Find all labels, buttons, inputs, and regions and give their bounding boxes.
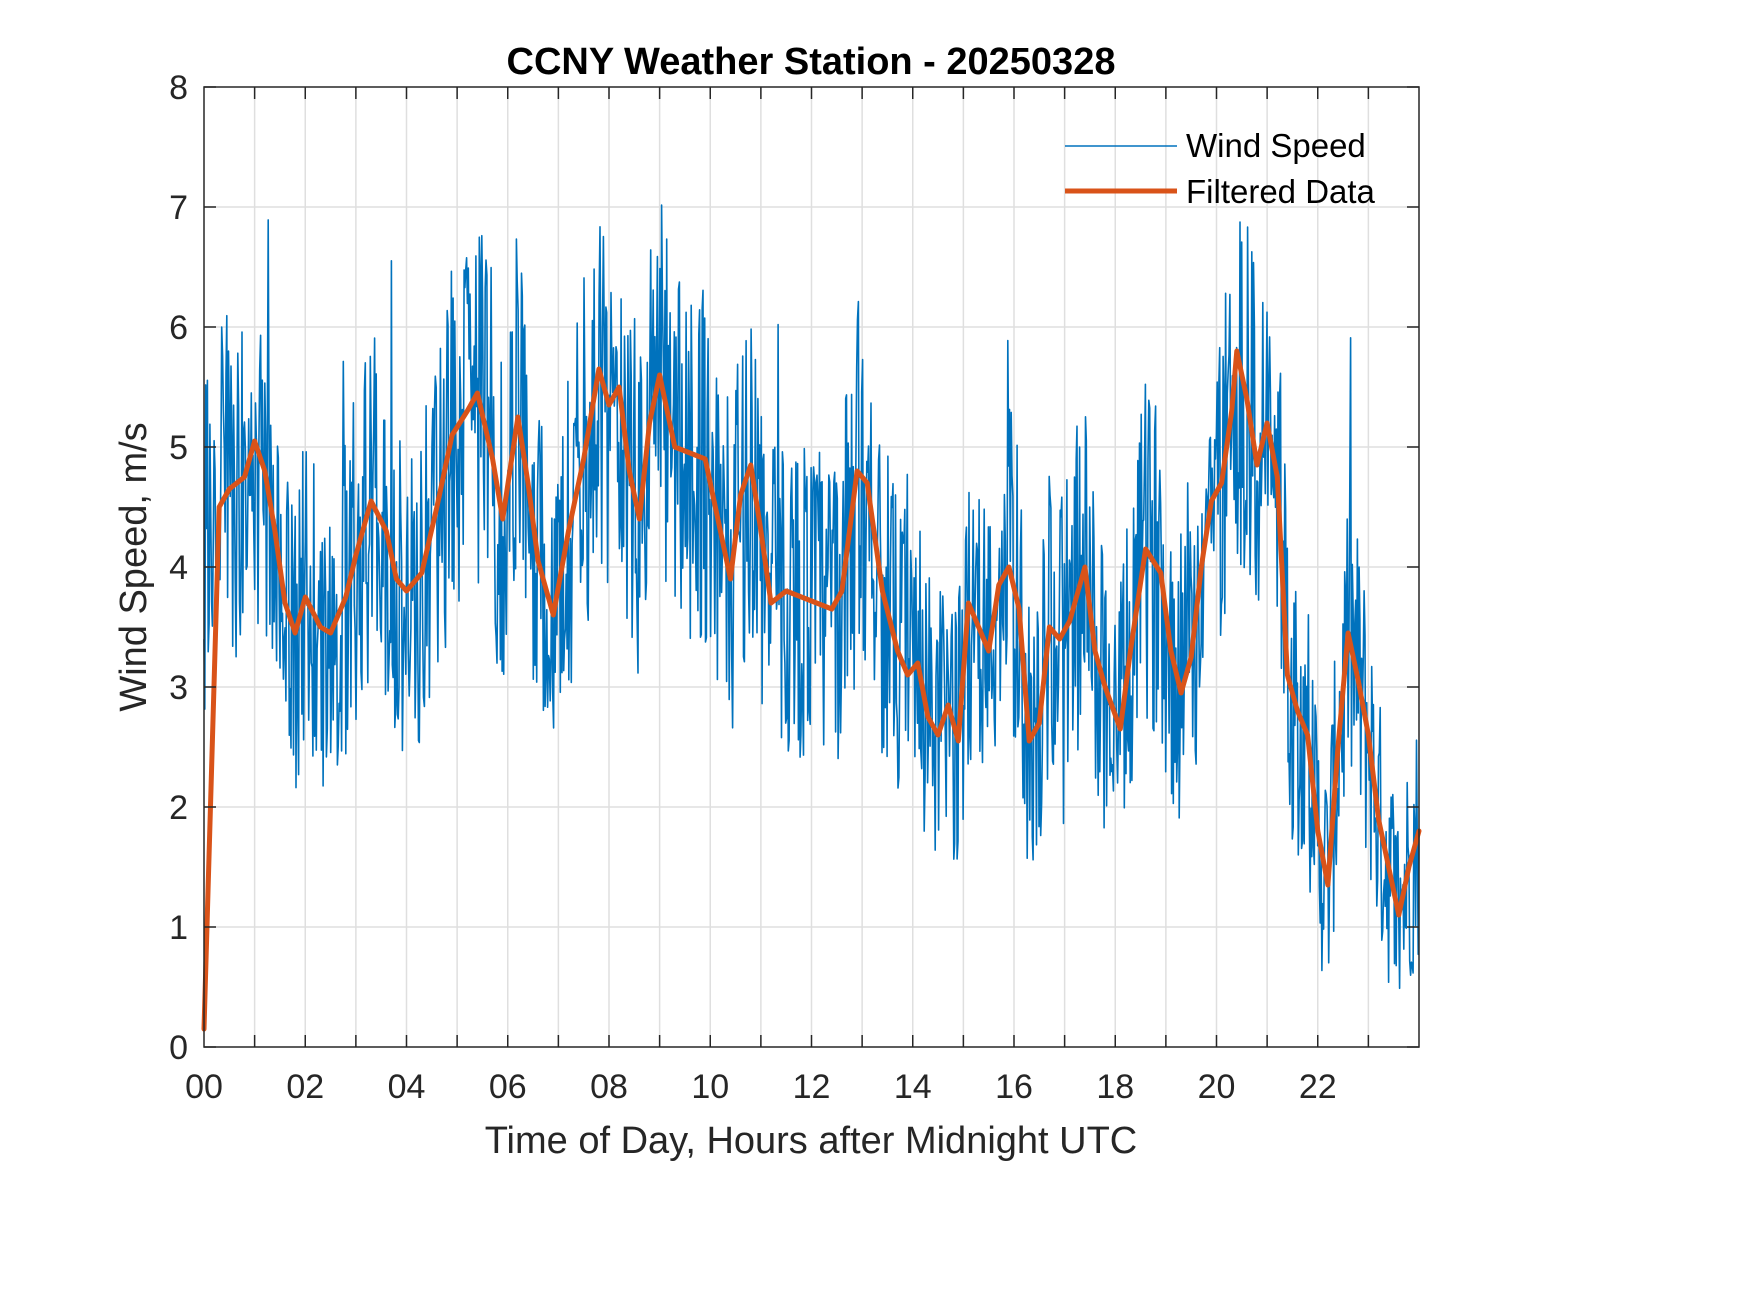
y-tick-label: 0 <box>169 1029 188 1067</box>
y-tick-label: 2 <box>169 789 188 827</box>
y-tick-label: 7 <box>169 189 188 227</box>
x-tick-label: 04 <box>388 1068 426 1106</box>
y-tick-label: 4 <box>169 549 188 587</box>
y-tick-label: 8 <box>169 69 188 107</box>
y-tick-label: 6 <box>169 309 188 347</box>
y-tick-label: 5 <box>169 429 188 467</box>
x-tick-label: 10 <box>691 1068 729 1106</box>
y-axis-label: Wind Speed, m/s <box>113 422 155 711</box>
chart-title: CCNY Weather Station - 20250328 <box>507 41 1116 83</box>
x-tick-label: 18 <box>1096 1068 1134 1106</box>
x-tick-label: 00 <box>185 1068 223 1106</box>
x-tick-label: 16 <box>995 1068 1033 1106</box>
y-tick-labels: 0 1 2 3 4 5 6 7 8 <box>169 69 188 1067</box>
legend-label-filtered-data: Filtered Data <box>1186 173 1376 210</box>
x-tick-label: 14 <box>894 1068 932 1106</box>
x-tick-label: 20 <box>1198 1068 1236 1106</box>
y-tick-label: 3 <box>169 669 188 707</box>
filtered-data-line <box>201 348 1422 1032</box>
x-tick-label: 08 <box>590 1068 628 1106</box>
series-filtered-data <box>201 348 1422 1032</box>
legend-label-wind-speed: Wind Speed <box>1186 127 1366 164</box>
series-wind-speed <box>203 204 1420 990</box>
legend: Wind Speed Filtered Data <box>1065 127 1376 210</box>
x-tick-label: 06 <box>489 1068 527 1106</box>
x-tick-label: 12 <box>793 1068 831 1106</box>
wind-speed-line <box>203 204 1420 990</box>
x-tick-label: 02 <box>286 1068 324 1106</box>
x-axis-label: Time of Day, Hours after Midnight UTC <box>485 1120 1138 1162</box>
y-tick-label: 1 <box>169 909 188 947</box>
x-tick-label: 22 <box>1299 1068 1337 1106</box>
axis-ticks <box>204 86 1419 1048</box>
x-tick-labels: 00 02 04 06 08 10 12 14 16 18 20 22 <box>185 1068 1337 1106</box>
